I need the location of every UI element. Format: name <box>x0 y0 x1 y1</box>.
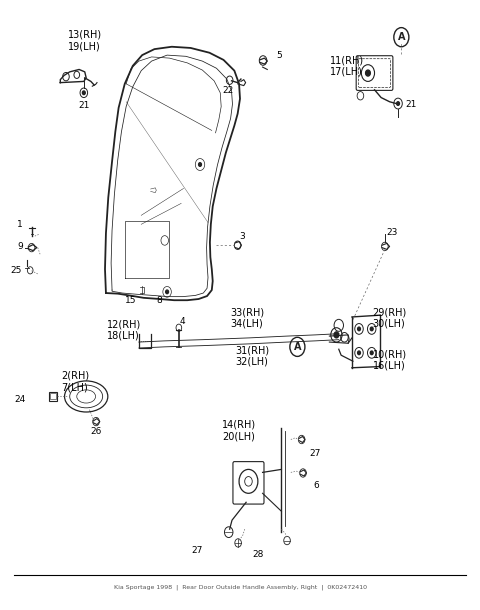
Text: A: A <box>294 342 301 352</box>
Circle shape <box>334 332 339 338</box>
Text: 6: 6 <box>313 481 319 490</box>
Text: 11(RH)
17(LH): 11(RH) 17(LH) <box>330 55 364 77</box>
Circle shape <box>370 351 373 354</box>
Text: 15: 15 <box>125 296 137 305</box>
Circle shape <box>358 351 360 354</box>
Text: 9: 9 <box>18 242 24 251</box>
Text: 21: 21 <box>78 101 89 110</box>
Text: 14(RH)
20(LH): 14(RH) 20(LH) <box>222 420 256 442</box>
Text: 27: 27 <box>191 545 203 554</box>
Text: 3: 3 <box>239 232 245 241</box>
Circle shape <box>370 327 373 331</box>
Text: 2(RH)
7(LH): 2(RH) 7(LH) <box>61 371 89 392</box>
Text: 31(RH)
32(LH): 31(RH) 32(LH) <box>235 345 269 367</box>
Circle shape <box>358 327 360 331</box>
Text: 23: 23 <box>387 228 398 237</box>
Circle shape <box>199 163 202 167</box>
Text: 28: 28 <box>252 550 264 559</box>
Text: 21: 21 <box>406 99 417 109</box>
Circle shape <box>83 91 85 95</box>
Text: 27: 27 <box>310 449 321 458</box>
Text: 5: 5 <box>276 51 282 60</box>
Text: 25: 25 <box>10 266 21 275</box>
Text: 1: 1 <box>17 220 23 229</box>
Text: 26: 26 <box>91 427 102 436</box>
Text: 8: 8 <box>156 296 162 305</box>
Text: 10(RH)
16(LH): 10(RH) 16(LH) <box>372 349 407 371</box>
Text: 13(RH)
19(LH): 13(RH) 19(LH) <box>68 30 102 52</box>
Text: 12(RH)
18(LH): 12(RH) 18(LH) <box>108 319 142 341</box>
Text: 33(RH)
34(LH): 33(RH) 34(LH) <box>230 307 264 329</box>
Text: 29(RH)
30(LH): 29(RH) 30(LH) <box>372 307 407 329</box>
Circle shape <box>396 102 399 106</box>
Text: 24: 24 <box>15 395 26 404</box>
Circle shape <box>366 70 370 76</box>
Circle shape <box>166 290 168 293</box>
Text: A: A <box>397 32 405 42</box>
Text: 22: 22 <box>223 87 234 96</box>
Text: Kia Sportage 1998  |  Rear Door Outside Handle Assembly, Right  |  0K02472410: Kia Sportage 1998 | Rear Door Outside Ha… <box>113 584 367 590</box>
Text: 4: 4 <box>180 317 185 326</box>
